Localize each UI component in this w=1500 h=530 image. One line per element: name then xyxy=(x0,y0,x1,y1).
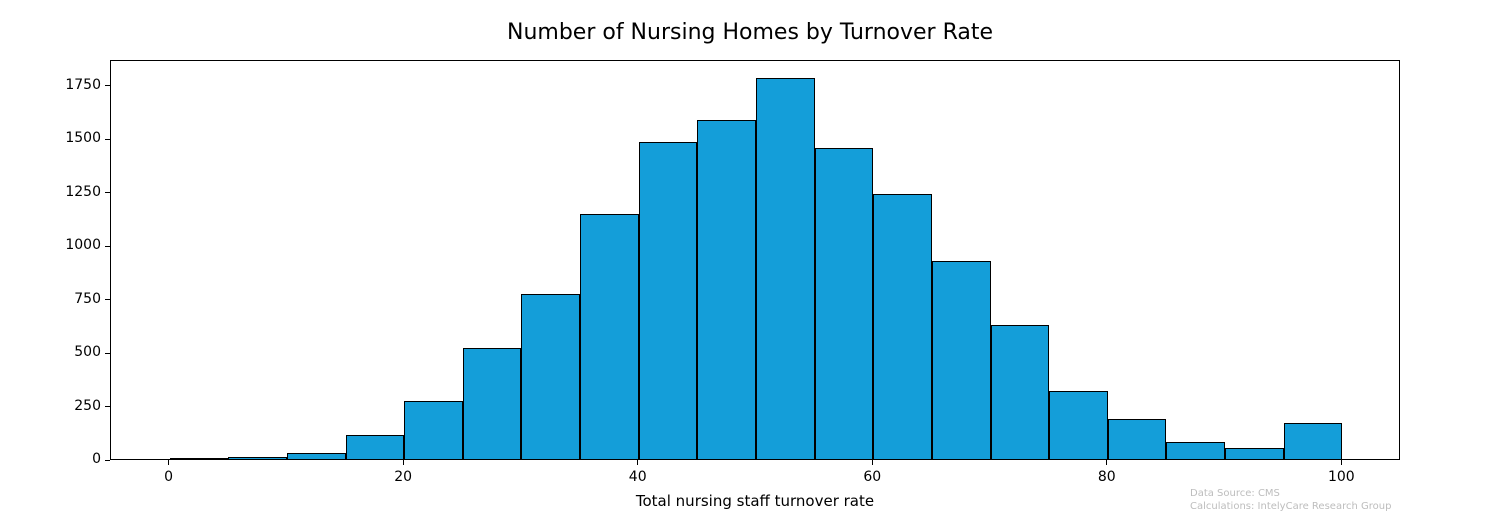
histogram-bar xyxy=(580,214,639,459)
histogram-bar xyxy=(932,261,991,459)
y-tick-label: 1000 xyxy=(41,237,101,253)
histogram-bar xyxy=(463,348,522,459)
histogram-bar xyxy=(1284,423,1343,459)
y-tick-label: 500 xyxy=(41,344,101,360)
x-tick-label: 100 xyxy=(1311,469,1371,485)
y-tick-mark xyxy=(105,85,110,86)
x-tick-label: 60 xyxy=(842,469,902,485)
histogram-bar xyxy=(697,120,756,459)
x-tick-mark xyxy=(1106,460,1107,465)
y-tick-mark xyxy=(105,192,110,193)
y-tick-mark xyxy=(105,353,110,354)
y-tick-label: 0 xyxy=(41,451,101,467)
histogram-bar xyxy=(404,401,463,459)
histogram-bar xyxy=(1049,391,1108,459)
histogram-bar xyxy=(228,457,287,459)
histogram-bar xyxy=(756,78,815,459)
x-tick-mark xyxy=(637,460,638,465)
y-tick-label: 250 xyxy=(41,398,101,414)
y-tick-label: 1250 xyxy=(41,184,101,200)
y-tick-mark xyxy=(105,139,110,140)
x-tick-mark xyxy=(1341,460,1342,465)
y-tick-label: 1750 xyxy=(41,77,101,93)
histogram-bar xyxy=(639,142,698,459)
x-tick-label: 40 xyxy=(608,469,668,485)
y-tick-mark xyxy=(105,299,110,300)
histogram-bar xyxy=(1225,448,1284,459)
chart-title: Number of Nursing Homes by Turnover Rate xyxy=(0,20,1500,45)
histogram-bar xyxy=(991,325,1050,459)
histogram-bar xyxy=(873,194,932,459)
histogram-bar xyxy=(815,148,874,459)
x-tick-label: 20 xyxy=(373,469,433,485)
histogram-bar xyxy=(1108,419,1167,459)
histogram-bar xyxy=(1166,442,1225,459)
y-tick-mark xyxy=(105,406,110,407)
y-tick-label: 1500 xyxy=(41,130,101,146)
x-tick-label: 80 xyxy=(1077,469,1137,485)
y-tick-mark xyxy=(105,246,110,247)
histogram-bar xyxy=(287,453,346,459)
y-tick-mark xyxy=(105,460,110,461)
x-tick-mark xyxy=(872,460,873,465)
plot-area xyxy=(110,60,1400,460)
histogram-bar xyxy=(346,435,405,459)
footnote-line-1: Data Source: CMS xyxy=(1190,488,1280,499)
x-tick-mark xyxy=(168,460,169,465)
footnote-line-2: Calculations: IntelyCare Research Group xyxy=(1190,501,1391,512)
x-tick-label: 0 xyxy=(139,469,199,485)
chart-footnote: Data Source: CMS Calculations: IntelyCar… xyxy=(1190,488,1391,513)
histogram-bar xyxy=(170,458,229,459)
y-tick-label: 750 xyxy=(41,291,101,307)
x-tick-mark xyxy=(403,460,404,465)
histogram-bar xyxy=(521,294,580,459)
